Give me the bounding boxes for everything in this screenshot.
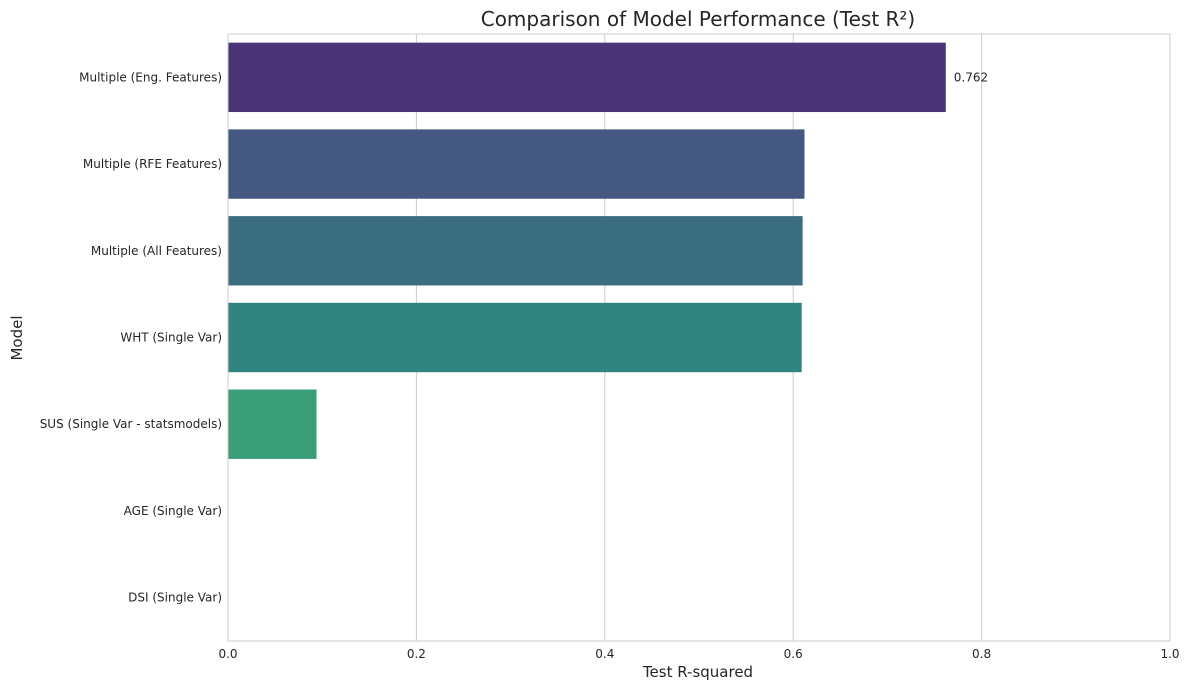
y-axis-label: Model xyxy=(8,315,26,360)
x-tick-label: 1.0 xyxy=(1160,647,1179,661)
y-tick-label: WHT (Single Var) xyxy=(120,331,222,345)
y-axis-ticks: Multiple (Eng. Features) Multiple (RFE Fe… xyxy=(40,70,222,604)
x-axis-label: Test R-squared xyxy=(642,663,753,681)
y-tick-label: DSI (Single Var) xyxy=(128,591,222,605)
x-tick-label: 0.4 xyxy=(595,647,614,661)
plot-frame xyxy=(227,33,1171,642)
y-tick-label: Multiple (All Features) xyxy=(91,244,222,258)
x-axis-ticks: 0.0 0.2 0.4 0.6 0.8 1.0 xyxy=(218,647,1179,661)
chart-title: Comparison of Model Performance (Test R²… xyxy=(481,7,916,31)
bar xyxy=(228,129,805,199)
data-labels: 0.762 xyxy=(954,70,988,84)
y-tick-label: Multiple (Eng. Features) xyxy=(79,70,222,84)
bar xyxy=(228,302,802,373)
bar xyxy=(228,389,317,459)
y-tick-label: SUS (Single Var - statsmodels) xyxy=(40,417,222,431)
data-label: 0.762 xyxy=(954,70,988,84)
x-tick-label: 0.6 xyxy=(784,647,803,661)
x-tick-label: 0.2 xyxy=(407,647,426,661)
bar xyxy=(228,216,803,286)
x-tick-label: 0.0 xyxy=(218,647,237,661)
y-tick-label: Multiple (RFE Features) xyxy=(83,157,222,171)
bars xyxy=(228,42,946,459)
x-tick-label: 0.8 xyxy=(972,647,991,661)
bar xyxy=(228,42,946,113)
y-tick-label: AGE (Single Var) xyxy=(124,504,222,518)
